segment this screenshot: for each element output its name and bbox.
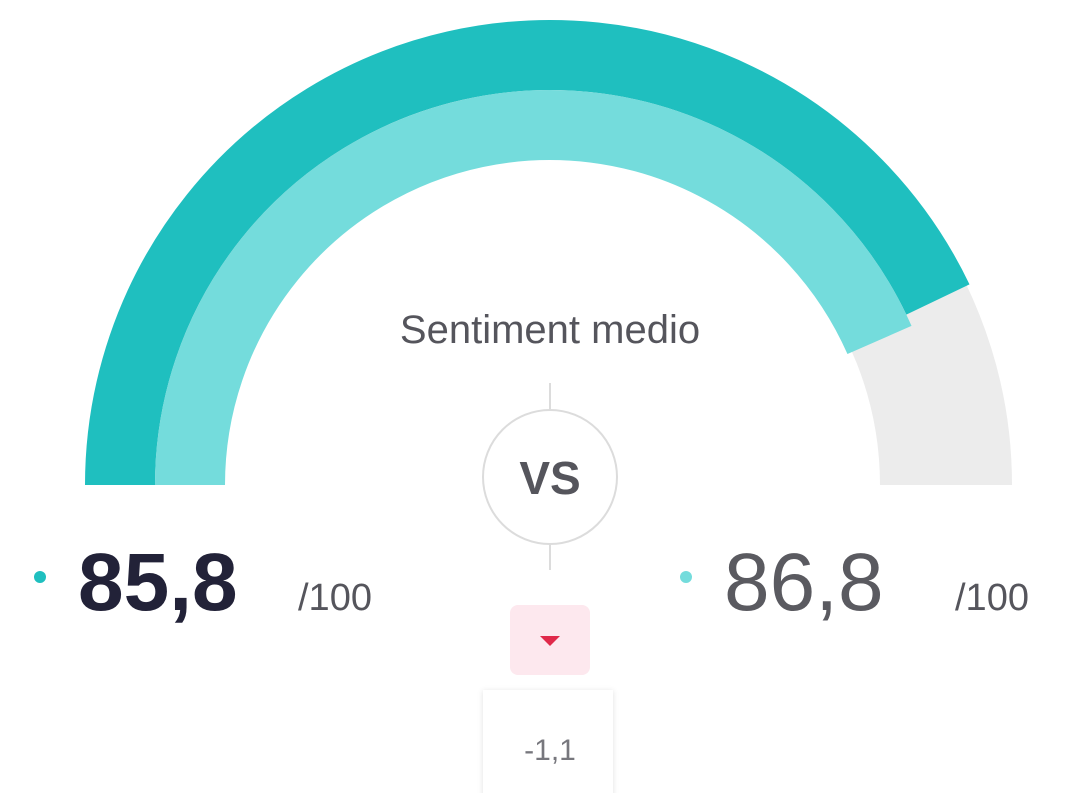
legend-dot [680, 571, 692, 583]
value-label: 85,8 [78, 537, 238, 628]
gauge-title: Sentiment medio [400, 308, 700, 352]
legend-dot [34, 571, 46, 583]
gauge-arc [85, 20, 970, 486]
max-label: /100 [955, 577, 1029, 619]
max-label: /100 [298, 577, 372, 619]
value-label: 86,8 [724, 537, 884, 628]
gauge-arc [155, 90, 912, 486]
gauge-arcs [85, 20, 1012, 486]
delta-label: -1,1 [524, 734, 576, 767]
delta-box [483, 690, 613, 793]
delta-arrow [540, 636, 560, 646]
vs-label: VS [519, 452, 580, 504]
